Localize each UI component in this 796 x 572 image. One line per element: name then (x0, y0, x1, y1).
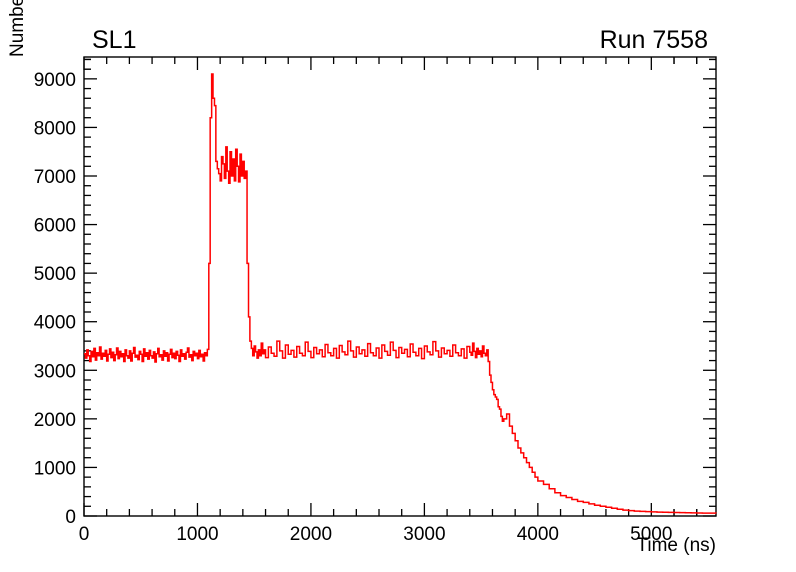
y-tick-label: 9000 (34, 70, 76, 91)
x-tick-label: 2000 (290, 524, 332, 545)
y-tick-label: 2000 (34, 410, 76, 431)
x-tick-label: 4000 (517, 524, 559, 545)
x-tick-label: 5000 (630, 524, 672, 545)
x-axis-label: Time (ns) (636, 535, 716, 556)
y-tick-label: 7000 (34, 167, 76, 188)
y-tick-label: 3000 (34, 361, 76, 382)
chart-title-left: SL1 (92, 26, 136, 54)
y-tick-label: 5000 (34, 264, 76, 285)
plot-frame (83, 56, 717, 517)
x-axis-ticks (83, 57, 698, 516)
y-tick-label: 1000 (34, 458, 76, 479)
x-tick-label: 3000 (403, 524, 445, 545)
x-tick-label: 0 (79, 524, 90, 545)
y-tick-label: 0 (65, 507, 76, 528)
y-axis-tick-labels: 0 1000 2000 3000 4000 5000 6000 7000 8000 9000 (34, 70, 76, 528)
histogram-data-line (84, 73, 717, 514)
chart-title-right: Run 7558 (600, 26, 708, 54)
y-axis-ticks (84, 58, 716, 517)
x-tick-label: 1000 (176, 524, 218, 545)
y-tick-label: 4000 (34, 313, 76, 334)
y-tick-label: 6000 (34, 216, 76, 237)
x-axis-tick-labels: 0 1000 2000 3000 4000 5000 (79, 524, 673, 545)
y-axis-label: Number of digis (7, 0, 28, 57)
y-tick-label: 8000 (34, 118, 76, 139)
